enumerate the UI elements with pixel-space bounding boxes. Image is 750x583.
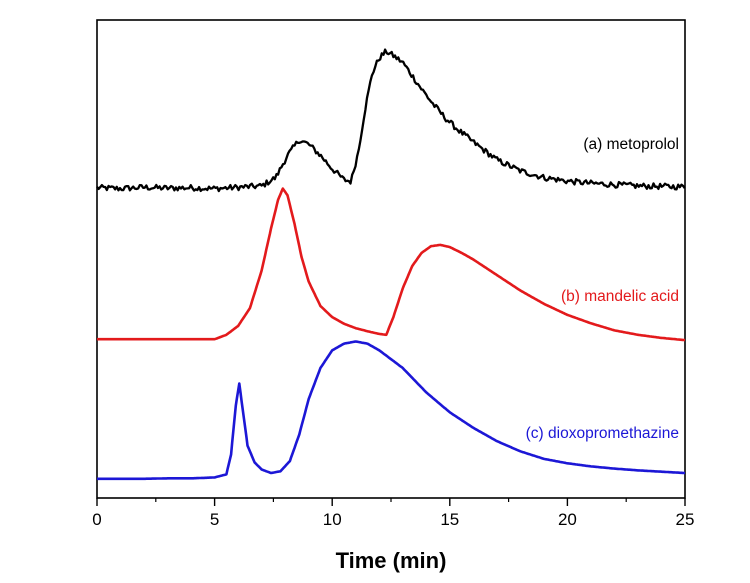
x-tick-label: 20 <box>558 510 577 529</box>
x-tick-label: 25 <box>676 510 695 529</box>
x-axis-title: Time (min) <box>336 548 447 573</box>
x-tick-label: 10 <box>323 510 342 529</box>
series-line-c-dioxopromethazine <box>96 340 686 481</box>
series-layer: (a) metoprolol (b) mandelic acid (c) dioxo… <box>96 48 686 481</box>
x-tick-label: 5 <box>210 510 219 529</box>
plot-axes: 0 5 10 15 20 25 <box>92 19 695 529</box>
series-label-a-metoprolol: (a) metoprolol <box>583 136 679 153</box>
series-line-b-mandelic-acid <box>96 187 686 342</box>
series-label-b-mandelic-acid: (b) mandelic acid <box>561 288 679 305</box>
x-tick-label: 0 <box>92 510 101 529</box>
series-line-a-metoprolol <box>96 48 686 193</box>
x-tick-label: 15 <box>440 510 459 529</box>
series-label-c-dioxopromethazine: (c) dioxopromethazine <box>526 425 679 442</box>
